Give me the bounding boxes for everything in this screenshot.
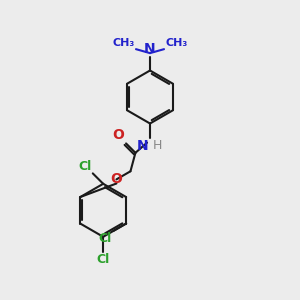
Text: O: O (113, 128, 124, 142)
Text: CH₃: CH₃ (112, 38, 134, 48)
Text: N: N (137, 139, 148, 153)
Text: H: H (152, 139, 162, 152)
Text: Cl: Cl (99, 232, 112, 245)
Text: Cl: Cl (78, 160, 91, 172)
Text: CH₃: CH₃ (166, 38, 188, 48)
Text: O: O (110, 172, 122, 186)
Text: Cl: Cl (97, 253, 110, 266)
Text: N: N (144, 42, 156, 56)
